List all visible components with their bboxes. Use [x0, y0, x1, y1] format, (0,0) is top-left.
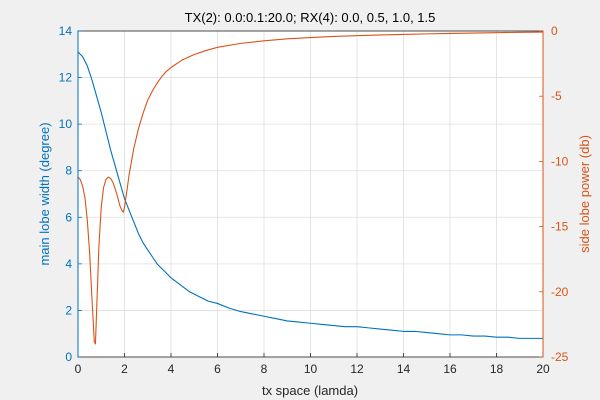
x-tick-label: 14: [397, 362, 411, 376]
right-y-tick-label: -15: [551, 220, 569, 234]
right-y-tick-label: -10: [551, 154, 569, 168]
right-y-tick-label: -25: [551, 350, 569, 364]
x-tick-label: 2: [121, 362, 128, 376]
x-tick-label: 12: [350, 362, 364, 376]
axes: 0 2 4 6 8 10 12 14 16 18 20 0 2 4 6 8 10 12 14 0 -5 -10 -15 -20…: [59, 24, 569, 376]
x-tick-label: 10: [304, 362, 318, 376]
main-lobe-width-series-line: [77, 51, 543, 339]
x-tick-label: 6: [214, 362, 221, 376]
left-y-tick-label: 2: [65, 303, 72, 317]
left-y-tick-label: 14: [59, 24, 73, 38]
left-y-tick-label: 10: [59, 117, 73, 131]
right-y-tick-label: -5: [551, 89, 562, 103]
right-y-axis-label: side lobe power (db): [577, 135, 592, 253]
x-tick-label: 8: [261, 362, 268, 376]
x-tick-label: 0: [75, 362, 82, 376]
right-y-tick-label: -20: [551, 285, 569, 299]
x-tick-label: 16: [443, 362, 457, 376]
left-y-tick-label: 0: [65, 350, 72, 364]
x-axis-label: tx space (lamda): [262, 383, 358, 398]
left-y-tick-label: 6: [65, 210, 72, 224]
x-tick-label: 4: [168, 362, 175, 376]
side-lobe-power-series-line: [77, 31, 544, 345]
left-y-axis-label: main lobe width (degree): [37, 122, 52, 265]
right-y-tick-label: 0: [551, 24, 558, 38]
left-y-tick-label: 4: [65, 257, 72, 271]
series-layer: [77, 31, 544, 345]
x-tick-label: 18: [490, 362, 504, 376]
chart-title: TX(2): 0.0:0.1:20.0; RX(4): 0.0, 0.5, 1.…: [185, 10, 436, 25]
left-y-tick-label: 8: [65, 164, 72, 178]
x-tick-label: 20: [536, 362, 550, 376]
left-y-tick-label: 12: [59, 71, 73, 85]
